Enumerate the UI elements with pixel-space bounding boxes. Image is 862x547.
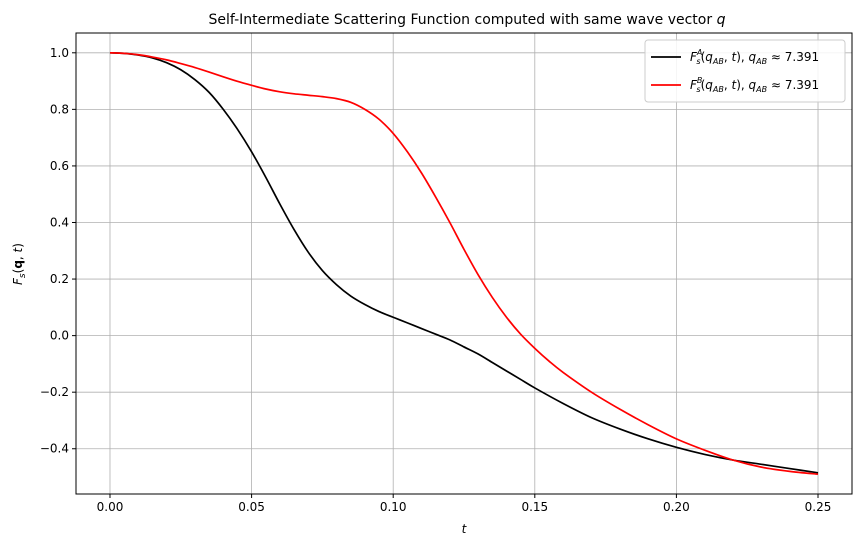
y-tick-label: 0.4 [50,215,69,229]
x-tick-label: 0.25 [805,500,832,514]
series-line-a [109,51,819,474]
y-tick-label: 0.8 [50,102,69,116]
legend-label-series-b: FB s(qAB, t), qAB ≈ 7.391 [690,76,819,94]
x-tick-label: 0.20 [663,500,690,514]
y-tick-label: 0.6 [50,159,69,173]
x-axis-label: t [462,522,468,536]
chart-title-var: q [717,12,726,28]
chart-title: Self-Intermediate Scattering Function co… [209,12,726,28]
legend: FA s(qAB, t), qAB ≈ 7.391 FB s(qAB, t), qA… [644,39,846,103]
series-lines [109,51,819,476]
axis-ticks: 0.00 0.05 0.10 0.15 0.20 0.25 −0.4 −0.2 0.0 0.2 0.… [40,46,832,514]
y-tick-label: 1.0 [50,46,69,60]
plot-frame [75,32,853,495]
legend-box [644,39,846,103]
x-tick-label: 0.05 [238,500,265,514]
x-tick-label: 0.00 [97,500,124,514]
legend-label-series-a: FA s(qAB, t), qAB ≈ 7.391 [690,48,819,66]
y-tick-label: 0.2 [50,272,69,286]
chart-title-text: Self-Intermediate Scattering Function co… [209,12,713,28]
x-tick-label: 0.10 [380,500,407,514]
x-tick-label: 0.15 [521,500,548,514]
series-line-b [109,51,819,476]
grid-lines [76,33,852,494]
y-tick-label: 0.0 [50,329,69,343]
y-tick-label: −0.2 [40,385,69,399]
y-tick-label: −0.4 [40,442,69,456]
y-axis-label: Fs(q, t) [11,243,28,285]
